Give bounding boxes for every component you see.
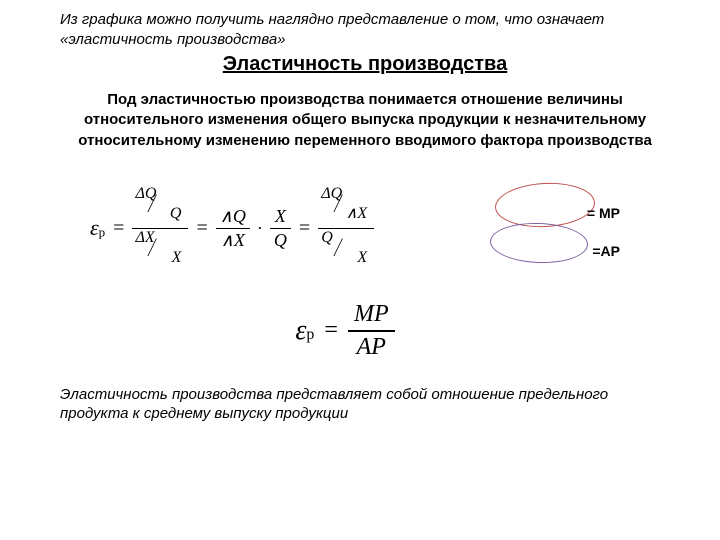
slash-q-x: Q ⁄ X <box>321 231 371 265</box>
slash-dq-wx: ΔQ ⁄ ∧X <box>321 187 371 221</box>
slash-dx-x: ΔX ⁄ X <box>135 231 185 265</box>
eq3: = <box>299 217 310 240</box>
annotation-ap: =AP <box>592 243 620 259</box>
epsilon2-symbol: ε <box>295 315 306 346</box>
slash-dq-q: ΔQ ⁄ Q <box>135 187 185 221</box>
epsilon-subscript: р <box>99 224 106 239</box>
frac-wq-wx: ∧Q ∧X <box>216 206 250 251</box>
epsilon2-subscript: р <box>306 326 314 343</box>
epsilon-symbol: ε <box>90 215 99 241</box>
conclusion-text: Эластичность производства представляет с… <box>60 385 670 424</box>
frac-mp-ap: MP AP <box>348 301 395 361</box>
definition-text: Под эластичностью производства понимаетс… <box>70 90 660 151</box>
annotation-mp: = MP <box>587 205 620 221</box>
frac-dq-q-over-dx-x: ΔQ ⁄ Q ΔX ⁄ X <box>132 187 188 270</box>
page-title: Эластичность производства <box>60 53 670 76</box>
frac-x-q: X Q <box>270 206 291 251</box>
frac-final: ΔQ ⁄ ∧X Q ⁄ X <box>318 187 374 270</box>
eq-short: = <box>324 317 338 343</box>
formula-main-row: εр = ΔQ ⁄ Q ΔX ⁄ X = ∧Q ∧X · <box>90 177 670 277</box>
eq1: = <box>113 217 124 240</box>
ellipse-ap <box>489 221 588 264</box>
dot-mul: · <box>257 218 263 238</box>
eq2: = <box>196 217 207 240</box>
ellipse-mp <box>494 180 596 229</box>
intro-text: Из графика можно получить наглядно предс… <box>60 10 670 49</box>
formula-elasticity-expanded: εр = ΔQ ⁄ Q ΔX ⁄ X = ∧Q ∧X · <box>90 187 374 270</box>
formula-elasticity-short: εр = MP AP <box>20 301 670 361</box>
